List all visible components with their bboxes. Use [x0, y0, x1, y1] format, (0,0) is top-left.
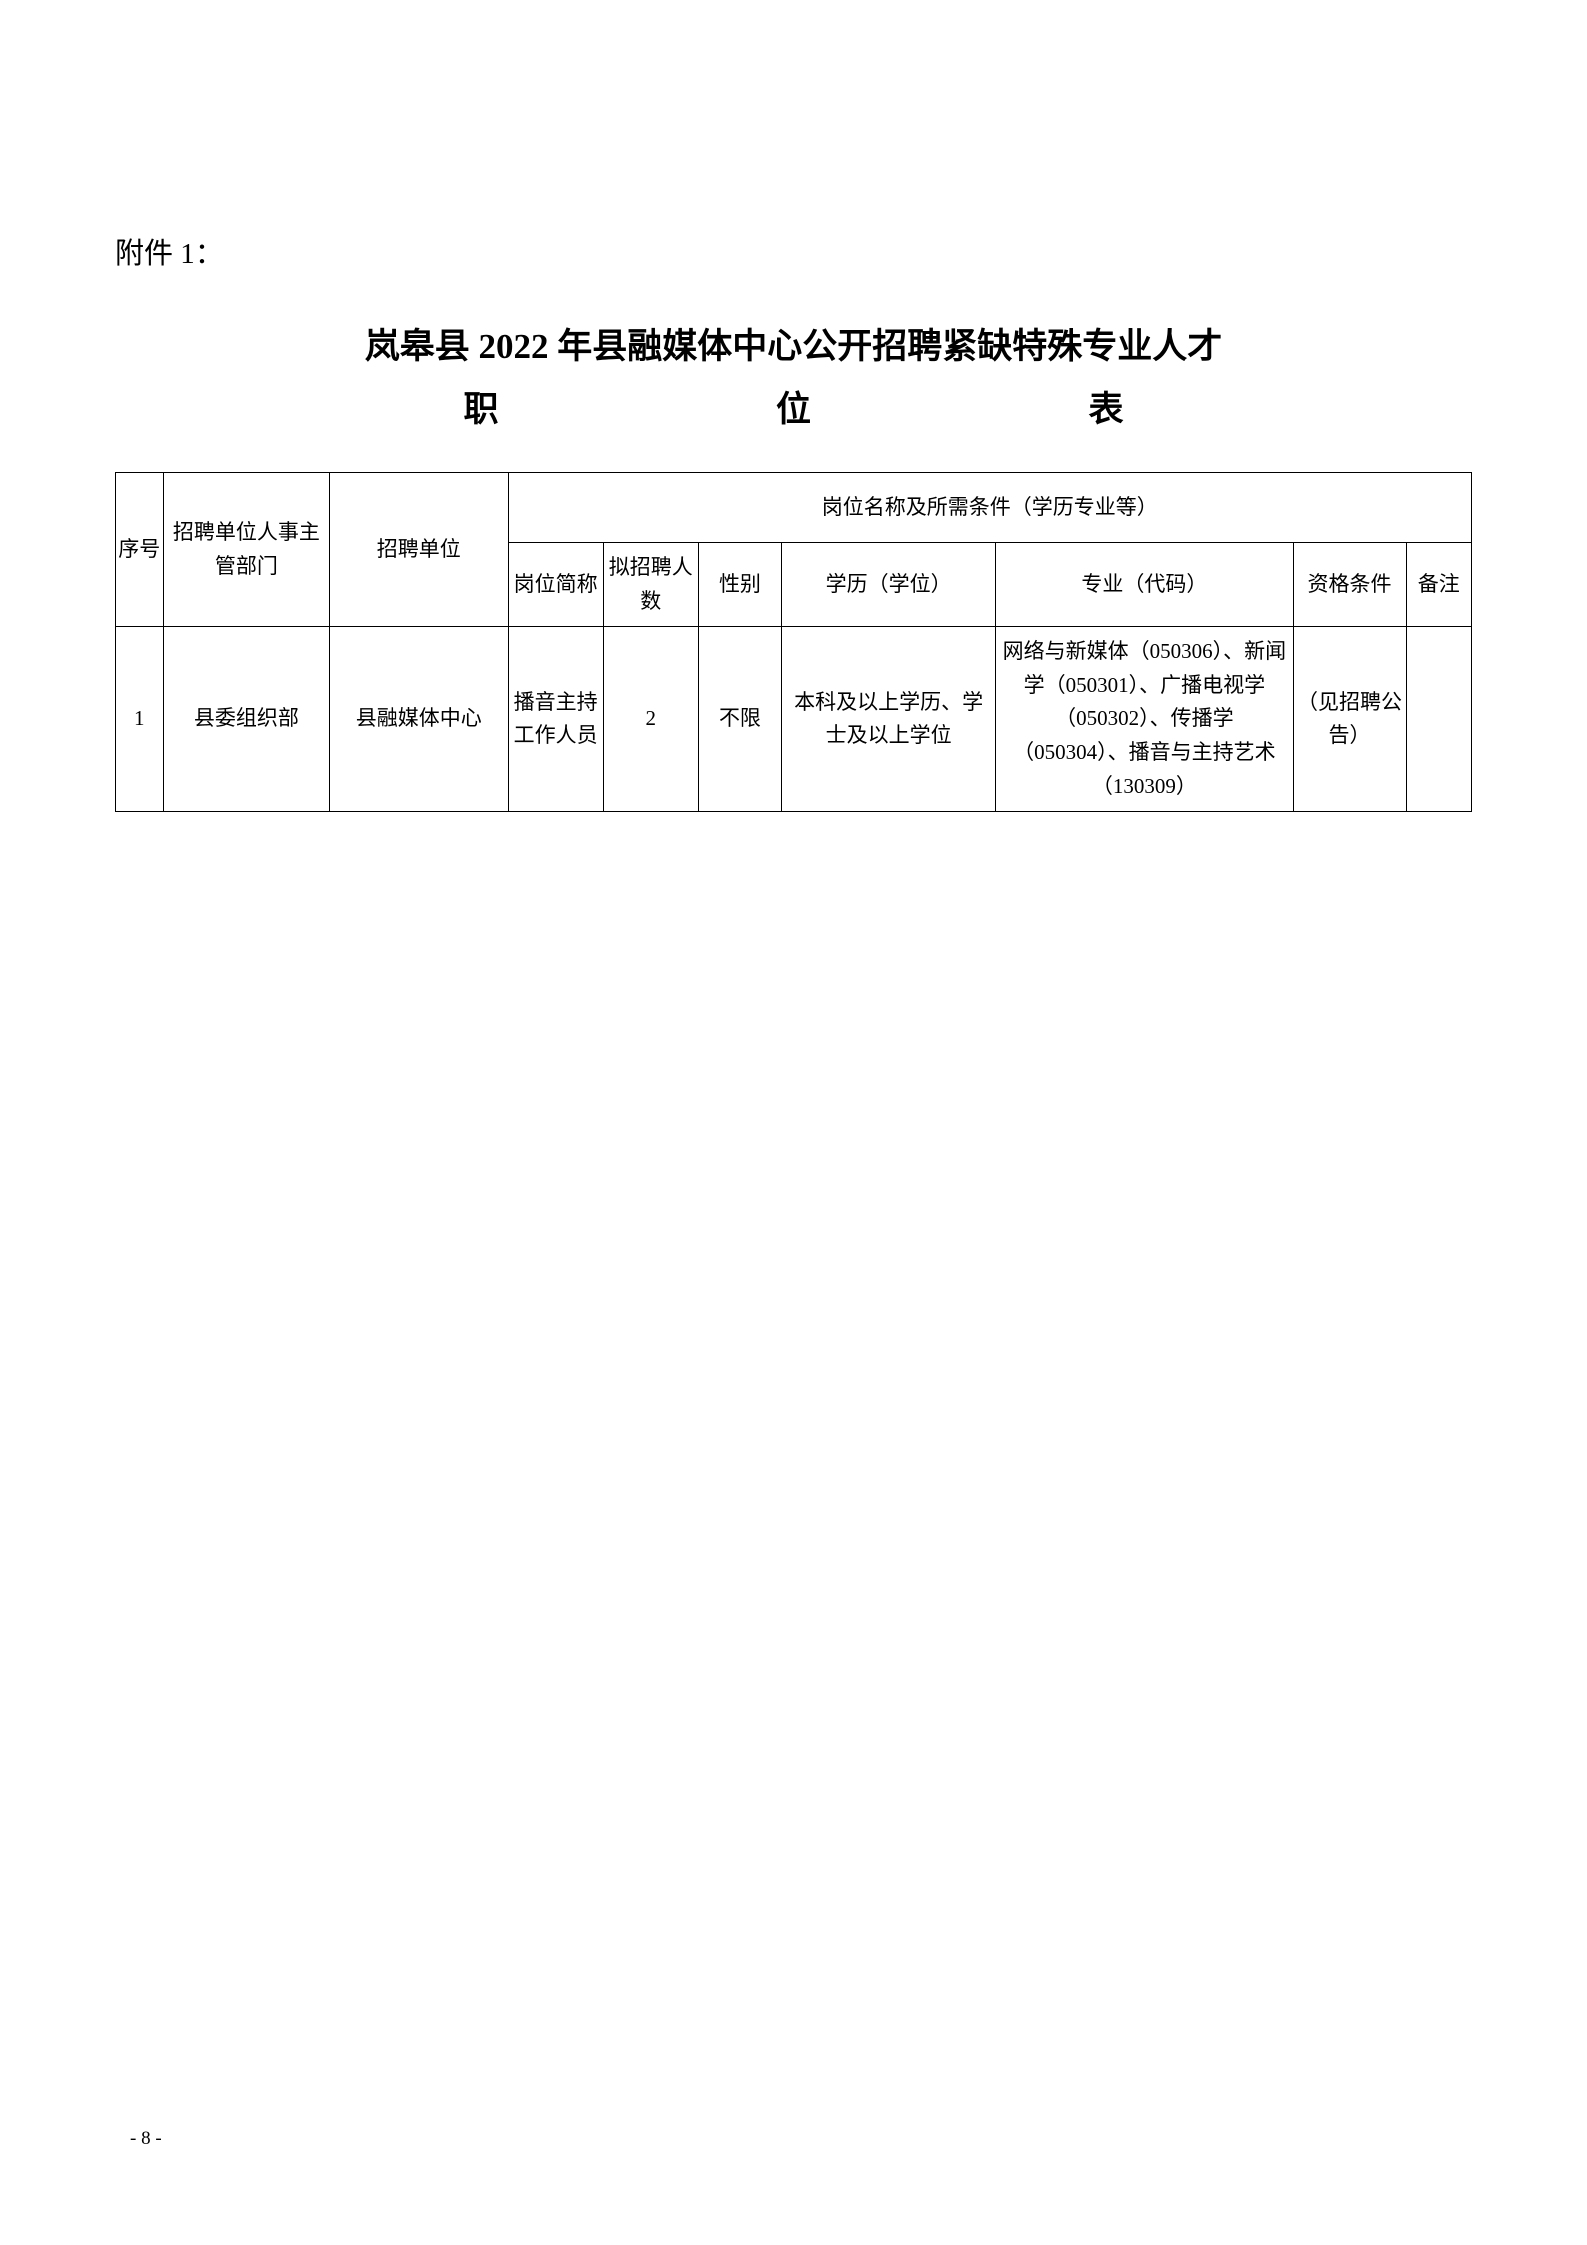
attachment-label: 附件 1： — [115, 230, 1472, 272]
header-education: 学历（学位） — [782, 543, 996, 627]
cell-remark — [1406, 627, 1471, 812]
subtitle-char-3: 表 — [1089, 390, 1124, 429]
subtitle-char-2: 位 — [776, 390, 945, 429]
page-number: - 8 - — [130, 2128, 162, 2150]
cell-major: 网络与新媒体（050306）、新闻学（050301）、广播电视学（050302）… — [996, 627, 1293, 812]
heading-title: 岚皋县 2022 年县融媒体中心公开招聘紧缺特殊专业人才 — [115, 322, 1472, 371]
heading-subtitle: 职 位 表 — [464, 381, 1124, 432]
header-number: 拟招聘人数 — [603, 543, 698, 627]
table-header-row-1: 序号 招聘单位人事主管部门 招聘单位 岗位名称及所需条件（学历专业等） — [116, 473, 1472, 543]
header-unit: 招聘单位 — [330, 473, 508, 627]
table-row: 1 县委组织部 县融媒体中心 播音主持工作人员 2 不限 本科及以上学历、学士及… — [116, 627, 1472, 812]
header-major: 专业（代码） — [996, 543, 1293, 627]
cell-unit: 县融媒体中心 — [330, 627, 508, 812]
header-qualification: 资格条件 — [1293, 543, 1406, 627]
header-seq: 序号 — [116, 473, 164, 627]
header-merged: 岗位名称及所需条件（学历专业等） — [508, 473, 1472, 543]
cell-seq: 1 — [116, 627, 164, 812]
cell-dept: 县委组织部 — [163, 627, 330, 812]
cell-qualification: （见招聘公告） — [1293, 627, 1406, 812]
cell-number: 2 — [603, 627, 698, 812]
recruitment-table: 序号 招聘单位人事主管部门 招聘单位 岗位名称及所需条件（学历专业等） 岗位简称… — [115, 472, 1472, 812]
header-remark: 备注 — [1406, 543, 1471, 627]
cell-gender: 不限 — [698, 627, 781, 812]
header-position: 岗位简称 — [508, 543, 603, 627]
page-content: 附件 1： 岚皋县 2022 年县融媒体中心公开招聘紧缺特殊专业人才 职 位 表… — [0, 0, 1587, 812]
cell-education: 本科及以上学历、学士及以上学位 — [782, 627, 996, 812]
cell-position: 播音主持工作人员 — [508, 627, 603, 812]
subtitle-char-1: 职 — [464, 390, 633, 429]
header-gender: 性别 — [698, 543, 781, 627]
header-dept: 招聘单位人事主管部门 — [163, 473, 330, 627]
